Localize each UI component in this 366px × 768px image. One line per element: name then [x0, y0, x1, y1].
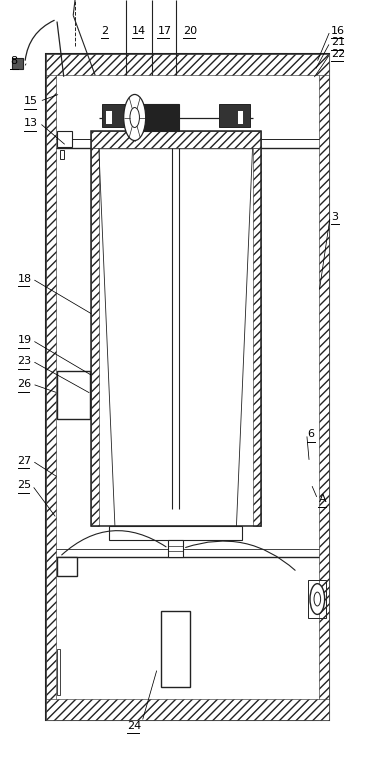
- Bar: [253, 148, 261, 526]
- Text: 19: 19: [18, 335, 32, 346]
- Circle shape: [124, 94, 146, 141]
- Text: 24: 24: [127, 720, 142, 731]
- Bar: [46, 54, 56, 720]
- Text: 26: 26: [18, 379, 32, 389]
- Bar: [60, 150, 64, 159]
- Bar: [135, 104, 179, 131]
- Bar: [57, 371, 90, 419]
- Text: 13: 13: [24, 118, 38, 128]
- Bar: [57, 649, 60, 695]
- Text: 16: 16: [331, 25, 345, 36]
- Bar: [319, 54, 329, 720]
- Text: 23: 23: [18, 356, 32, 366]
- Bar: [57, 557, 77, 576]
- Text: 2: 2: [101, 25, 108, 36]
- Text: 21: 21: [331, 37, 346, 48]
- Bar: [109, 526, 242, 540]
- Circle shape: [310, 584, 325, 614]
- Circle shape: [314, 592, 321, 606]
- Text: 22: 22: [331, 48, 346, 59]
- Text: 15: 15: [24, 96, 38, 107]
- Bar: [168, 540, 183, 557]
- Bar: [91, 131, 261, 148]
- Bar: [12, 58, 23, 69]
- Text: 18: 18: [18, 273, 32, 284]
- Bar: [237, 110, 243, 124]
- Text: 25: 25: [18, 480, 32, 491]
- Text: 8: 8: [10, 56, 17, 67]
- Text: 3: 3: [331, 211, 338, 222]
- Bar: [102, 104, 133, 127]
- Bar: [57, 131, 72, 147]
- Bar: [91, 148, 99, 526]
- Bar: [308, 580, 326, 618]
- Text: A: A: [318, 494, 326, 505]
- Bar: [161, 611, 190, 687]
- Text: 6: 6: [307, 429, 314, 439]
- Text: 14: 14: [132, 25, 146, 36]
- Text: 17: 17: [157, 25, 172, 36]
- Bar: [46, 54, 329, 720]
- Bar: [105, 110, 112, 124]
- Bar: [91, 131, 261, 526]
- Text: 20: 20: [183, 25, 197, 36]
- Bar: [46, 699, 329, 720]
- Bar: [219, 104, 250, 127]
- Text: 27: 27: [18, 455, 32, 466]
- Bar: [46, 54, 329, 75]
